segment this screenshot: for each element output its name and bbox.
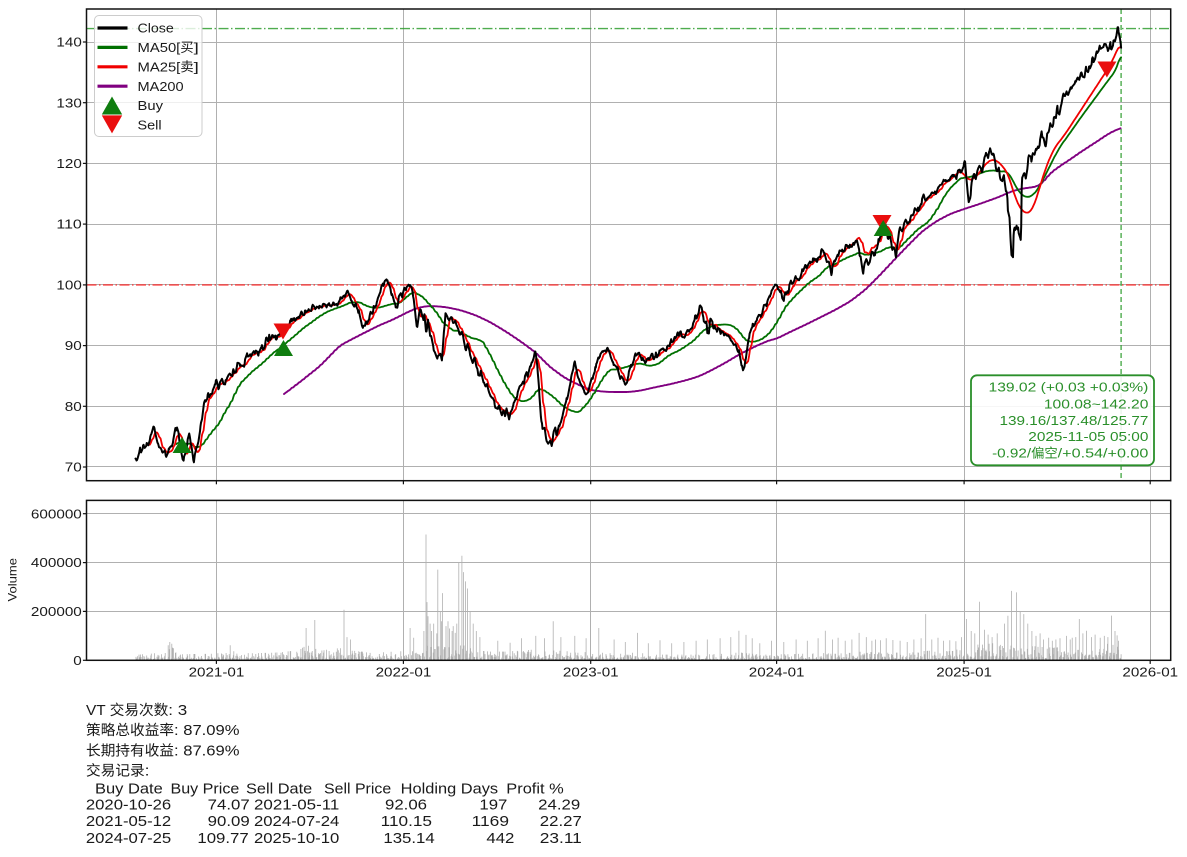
svg-text:Close: Close [138, 21, 174, 36]
svg-text:90.09: 90.09 [208, 814, 250, 830]
svg-text:2023-01: 2023-01 [563, 665, 619, 680]
svg-text:90: 90 [65, 338, 82, 353]
svg-text:MA200: MA200 [138, 79, 184, 94]
svg-text:139.16/137.48/125.77: 139.16/137.48/125.77 [1000, 413, 1149, 428]
svg-text:1169: 1169 [472, 814, 509, 830]
svg-text:140: 140 [56, 35, 81, 50]
svg-text:MA50[: MA50[ [138, 40, 181, 55]
svg-text:Sell Date: Sell Date [246, 782, 312, 798]
svg-text:2021-05-12: 2021-05-12 [86, 814, 171, 830]
svg-text:MA25[: MA25[ [138, 59, 181, 74]
svg-text:2024-07-24: 2024-07-24 [254, 814, 339, 830]
svg-text:400000: 400000 [31, 555, 82, 570]
svg-text:2025-10-10: 2025-10-10 [254, 831, 339, 847]
svg-text:Buy Date: Buy Date [95, 782, 163, 798]
svg-text:2024-01: 2024-01 [749, 665, 805, 680]
svg-text:120: 120 [56, 156, 81, 171]
svg-text:2026-01: 2026-01 [1122, 665, 1178, 680]
svg-text:109.77: 109.77 [197, 831, 248, 847]
svg-text:2024-07-25: 2024-07-25 [86, 831, 171, 847]
svg-text:Buy Price: Buy Price [171, 782, 240, 798]
svg-text:0: 0 [73, 653, 82, 668]
svg-text:80: 80 [65, 399, 82, 414]
svg-text::: : [145, 764, 150, 780]
svg-text:70: 70 [65, 460, 82, 475]
svg-text:Holding Days: Holding Days [401, 782, 498, 798]
svg-text:VT: VT [86, 703, 110, 719]
svg-text:Sell Price: Sell Price [324, 782, 391, 798]
svg-text:2025-01: 2025-01 [936, 665, 992, 680]
svg-text:92.06: 92.06 [385, 797, 427, 813]
svg-text:24.29: 24.29 [538, 797, 580, 813]
svg-text:100: 100 [56, 278, 81, 293]
svg-text:130: 130 [56, 95, 81, 110]
svg-text:2022-01: 2022-01 [376, 665, 432, 680]
svg-text:74.07: 74.07 [208, 797, 250, 813]
svg-text:-0.92/: -0.92/ [992, 446, 1031, 461]
svg-text:135.14: 135.14 [383, 831, 434, 847]
svg-text:: 3: : 3 [168, 703, 187, 719]
svg-text:442: 442 [486, 831, 514, 847]
svg-text:2020-10-26: 2020-10-26 [86, 797, 171, 813]
svg-text:]: ] [194, 40, 199, 55]
svg-text:197: 197 [479, 797, 507, 813]
svg-text:: 87.69%: : 87.69% [174, 744, 240, 760]
svg-text:139.02 (+0.03 +0.03%): 139.02 (+0.03 +0.03%) [989, 380, 1149, 395]
svg-text:Volume: Volume [7, 558, 20, 602]
svg-text:Profit %: Profit % [506, 782, 563, 798]
svg-text:Buy: Buy [138, 98, 164, 113]
svg-text:100.08~142.20: 100.08~142.20 [1044, 396, 1149, 411]
svg-text:]: ] [194, 59, 199, 74]
svg-text:110: 110 [56, 217, 81, 232]
svg-text:/+0.54/+0.00: /+0.54/+0.00 [1058, 446, 1149, 461]
svg-text:2025-11-05 05:00: 2025-11-05 05:00 [1028, 429, 1148, 444]
svg-text:2021-01: 2021-01 [189, 665, 245, 680]
svg-text:: 87.09%: : 87.09% [174, 723, 240, 739]
svg-text:23.11: 23.11 [540, 831, 582, 847]
svg-text:600000: 600000 [31, 506, 82, 521]
svg-text:110.15: 110.15 [381, 814, 432, 830]
svg-text:2021-05-11: 2021-05-11 [254, 797, 339, 813]
svg-text:Sell: Sell [138, 118, 162, 133]
svg-text:22.27: 22.27 [540, 814, 582, 830]
svg-text:200000: 200000 [31, 604, 82, 619]
